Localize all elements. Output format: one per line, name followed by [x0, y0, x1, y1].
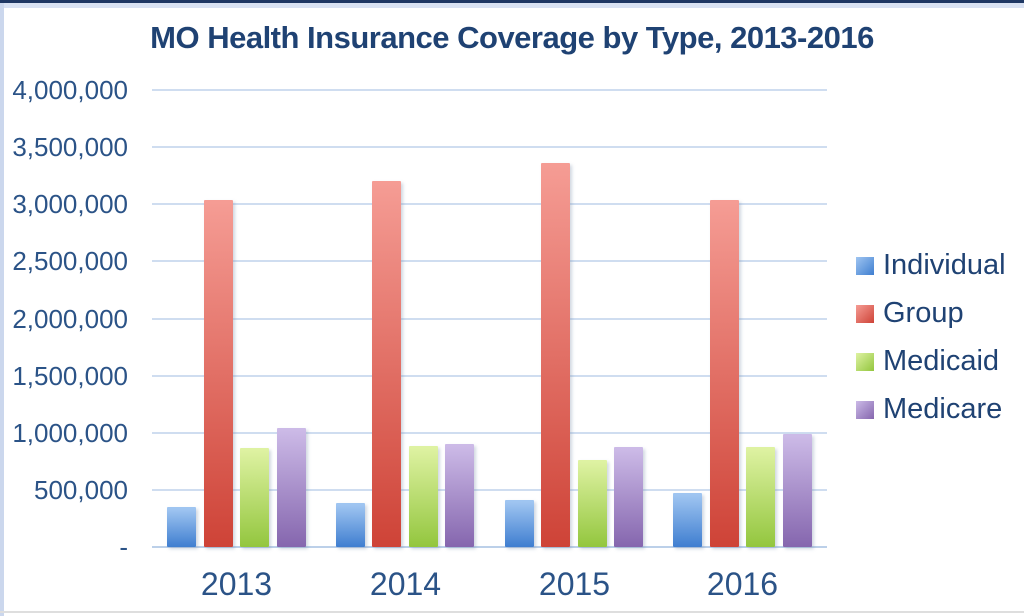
legend-item-medicaid: Medicaid — [856, 344, 1006, 379]
gridline — [152, 374, 827, 377]
legend-label-group: Group — [883, 297, 964, 329]
bar-medicare-2014 — [445, 444, 474, 547]
y-tick-label: 3,000,000 — [12, 189, 128, 220]
x-tick-label-2013: 2013 — [200, 566, 273, 602]
y-tick-label: 1,000,000 — [12, 417, 128, 448]
bar-medicaid-2014 — [409, 446, 438, 547]
legend-swatch-medicaid-icon — [856, 352, 874, 371]
legend-item-medicare: Medicare — [856, 392, 1006, 427]
legend-swatch-individual-icon — [856, 256, 874, 275]
y-tick-label: 3,500,000 — [12, 132, 128, 163]
bar-individual-2013 — [167, 507, 196, 547]
bar-group-2013 — [204, 200, 233, 547]
plot-area — [152, 89, 827, 548]
bar-medicare-2013 — [277, 428, 306, 547]
gridline — [152, 431, 827, 434]
legend-swatch-group-icon — [856, 304, 874, 323]
top-navy-border — [0, 0, 1024, 3]
legend-item-group: Group — [856, 296, 1006, 331]
legend-swatch-medicare-icon — [856, 400, 874, 419]
bar-group-2015 — [541, 163, 570, 547]
chart-title: MO Health Insurance Coverage by Type, 20… — [150, 20, 874, 55]
bar-individual-2016 — [673, 493, 702, 547]
left-light-border — [0, 3, 4, 616]
bottom-gray-border — [0, 611, 1024, 613]
bar-medicaid-2015 — [578, 460, 607, 547]
gridline — [152, 488, 827, 491]
bar-individual-2015 — [505, 500, 534, 547]
x-tick-label-2015: 2015 — [538, 566, 611, 602]
y-tick-label: - — [119, 532, 128, 562]
gridline — [152, 317, 827, 320]
y-tick-label: 500,000 — [34, 474, 128, 505]
bar-group-2016 — [710, 200, 739, 547]
gridline — [152, 203, 827, 206]
legend-label-individual: Individual — [883, 249, 1006, 281]
legend-label-medicare: Medicare — [883, 393, 1003, 425]
y-tick-label: 4,000,000 — [12, 75, 128, 105]
gridline — [152, 260, 827, 263]
top-light-border — [0, 3, 1024, 8]
legend: Individual Group Medicaid Medicare — [856, 248, 1006, 440]
gridline — [152, 146, 827, 149]
x-axis-line — [152, 546, 827, 548]
bar-group-2014 — [372, 181, 401, 547]
y-tick-label: 2,500,000 — [12, 246, 128, 277]
bar-medicare-2015 — [614, 447, 643, 547]
y-tick-label: 1,500,000 — [12, 360, 128, 391]
legend-item-individual: Individual — [856, 248, 1006, 283]
x-tick-label-2014: 2014 — [369, 566, 442, 602]
x-tick-label-2016: 2016 — [706, 566, 779, 602]
bar-medicaid-2016 — [746, 447, 775, 547]
bar-medicare-2016 — [783, 434, 812, 547]
legend-label-medicaid: Medicaid — [883, 345, 1000, 377]
bar-medicaid-2013 — [240, 448, 269, 547]
y-tick-label: 2,000,000 — [12, 303, 128, 334]
bar-individual-2014 — [336, 503, 365, 547]
gridline — [152, 89, 827, 91]
